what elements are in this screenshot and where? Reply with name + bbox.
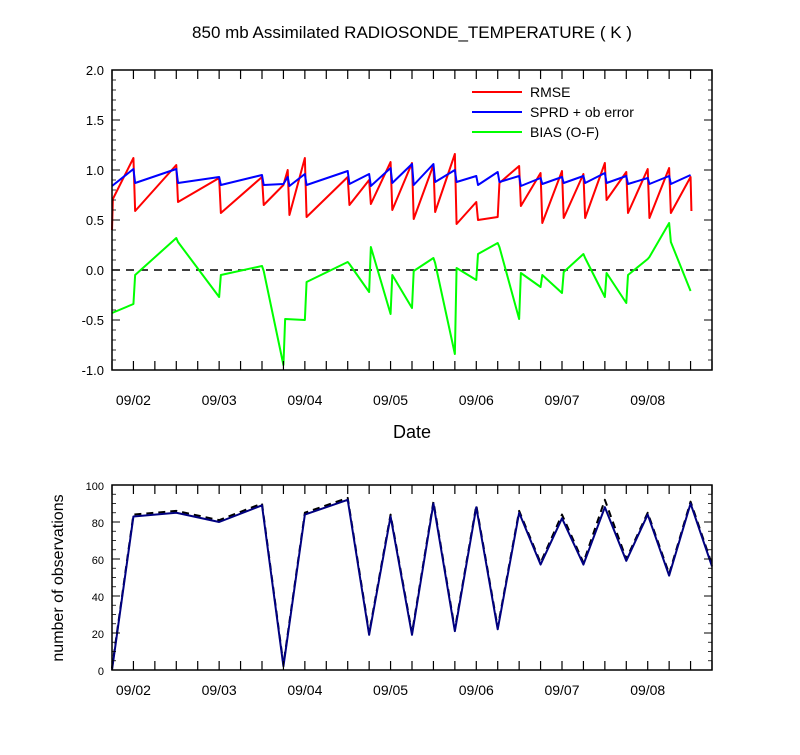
legend-label-rmse: RMSE [530, 84, 570, 100]
chart-title: 850 mb Assimilated RADIOSONDE_TEMPERATUR… [192, 23, 632, 42]
y-tick-label: 60 [92, 555, 104, 567]
series-line-sprd-ob-error [111, 163, 691, 187]
y-tick-label: 40 [92, 592, 104, 604]
y-tick-label: 20 [92, 629, 104, 641]
y-tick-label: 0.0 [86, 263, 104, 278]
x-tick-label: 09/02 [116, 682, 151, 698]
legend-label-sprd-ob-error: SPRD + ob error [530, 104, 634, 120]
bottom-plot-frame [111, 484, 713, 671]
x-tick-label: 09/06 [459, 682, 494, 698]
series-line-rmse [111, 153, 693, 231]
y-tick-label: -0.5 [82, 313, 104, 328]
y-axis-label: number of observations [50, 494, 67, 661]
x-tick-label: 09/02 [116, 392, 151, 408]
legend-label-bias-o-f: BIAS (O-F) [530, 124, 599, 140]
bottom-chart-panel: 0 20 40 60 80 100 09/02 09/03 09/04 09/05 09/06 09/… [50, 481, 713, 698]
x-tick-label: 09/03 [202, 682, 237, 698]
series-line-bias-o-f [111, 222, 692, 366]
y-tick-label: 0 [98, 666, 104, 678]
x-tick-label: 09/06 [459, 392, 494, 408]
x-tick-label: 09/04 [287, 682, 322, 698]
top-chart-panel: 850 mb Assimilated RADIOSONDE_TEMPERATUR… [82, 23, 713, 442]
series-line-observations-possible [111, 496, 713, 669]
x-tick-label: 09/04 [287, 392, 322, 408]
x-tick-label: 09/08 [630, 682, 665, 698]
x-tick-label: 09/08 [630, 392, 665, 408]
x-tick-label: 09/03 [202, 392, 237, 408]
y-tick-label: 2.0 [86, 63, 104, 78]
y-tick-label: -1.0 [82, 363, 104, 378]
y-tick-label: 0.5 [86, 213, 104, 228]
y-tick-label: 1.5 [86, 113, 104, 128]
y-tick-label: 80 [92, 518, 104, 530]
y-tick-label: 1.0 [86, 163, 104, 178]
x-axis-label: Date [393, 422, 431, 442]
legend: RMSE SPRD + ob error BIAS (O-F) [472, 84, 634, 140]
x-tick-label: 09/07 [544, 392, 579, 408]
x-tick-label: 09/05 [373, 392, 408, 408]
x-tick-label: 09/05 [373, 682, 408, 698]
series-line-observations-assimilated [111, 498, 713, 671]
y-tick-label: 100 [86, 481, 104, 493]
x-tick-label: 09/07 [544, 682, 579, 698]
